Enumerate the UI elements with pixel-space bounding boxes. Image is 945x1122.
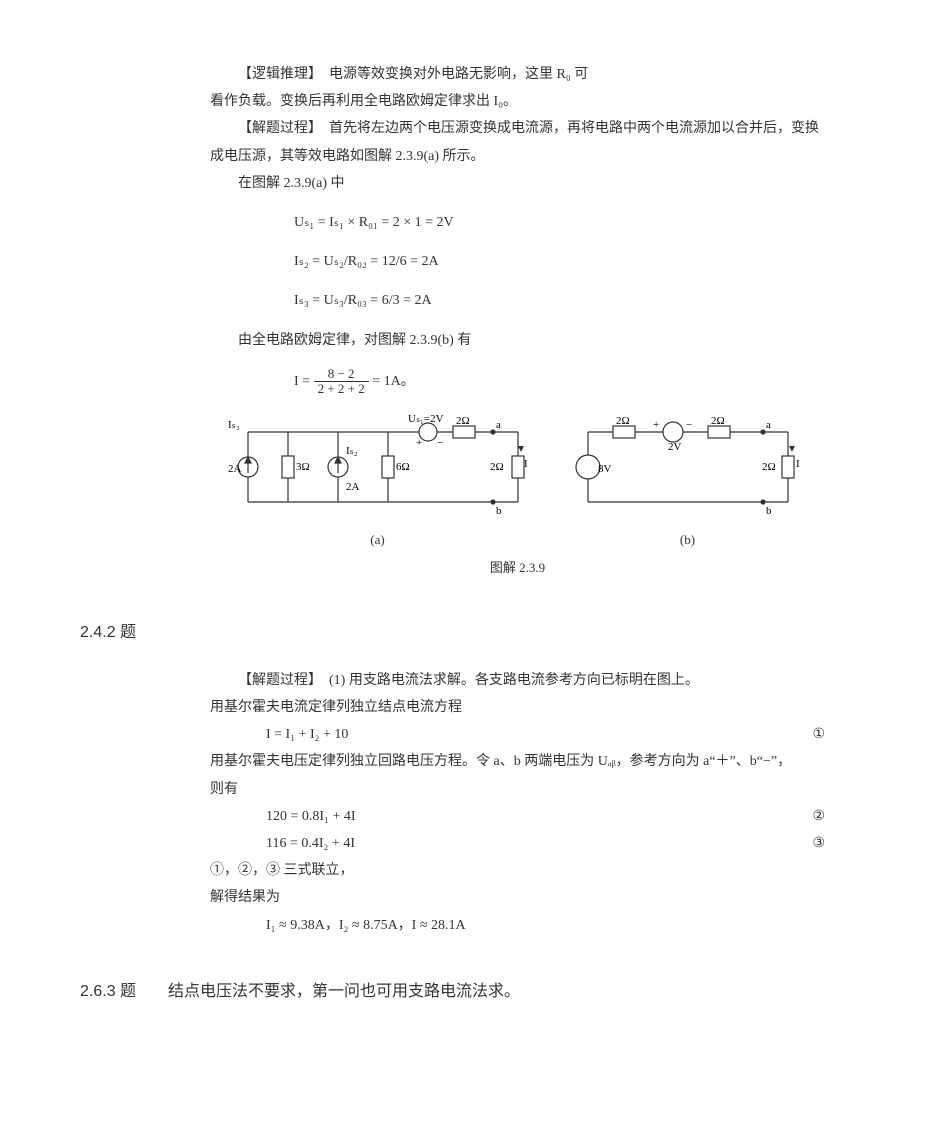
frac-numerator: 8 − 2 (314, 367, 369, 382)
circuit-b-svg: 8V 2Ω + − 2V 2Ω 2Ω a b I (568, 412, 808, 522)
circuit-row: Iₛ₃ 2A 3Ω Iₛ₂ 2A 6Ω Uₛ₁=2V + − 2Ω 2Ω a b… (210, 412, 825, 551)
p2-circ1: ① (812, 722, 825, 747)
label-plus-a: + (416, 437, 422, 449)
label-us1: Uₛ₁=2V (408, 413, 444, 425)
p2-line4: 则有 (210, 777, 825, 802)
ohm-law-line: 由全电路欧姆定律，对图解 2.3.9(b) 有 (210, 328, 825, 353)
intro-line: 在图解 2.3.9(a) 中 (210, 171, 825, 196)
p2-eq3: 116 = 0.4I₂ + 4I (266, 831, 355, 856)
circuit-a-box: Iₛ₃ 2A 3Ω Iₛ₂ 2A 6Ω Uₛ₁=2V + − 2Ω 2Ω a b… (228, 412, 528, 551)
label-is2: Iₛ₂ (346, 445, 358, 457)
label-node-a-b: a (766, 419, 771, 431)
solution-block-2: 【解题过程】 (1) 用支路电流法求解。各支路电流参考方向已标明在图上。 用基尔… (210, 668, 825, 938)
label-i-a: I (524, 458, 528, 470)
equation-us1: Uₛ₁ = Iₛ₁ × R₀₁ = 2 × 1 = 2V (294, 210, 825, 235)
p2-line5: ①，②，③ 三式联立， (210, 858, 825, 883)
frac-denominator: 2 + 2 + 2 (314, 382, 369, 396)
section-242-heading: 2.4.2 题 (80, 619, 865, 648)
equation-fraction: I = 8 − 2 2 + 2 + 2 = 1A。 (294, 367, 825, 397)
solution-block-1: 【逻辑推理】 电源等效变换对外电路无影响，这里 R₀ 可 看作负载。变换后再利用… (210, 62, 825, 579)
label-2ohm-b1: 2Ω (616, 415, 630, 427)
label-i-b: I (796, 458, 800, 470)
label-node-b: b (496, 505, 502, 517)
label-node-a: a (496, 419, 501, 431)
label-is3: Iₛ₃ (228, 419, 240, 431)
logic-reasoning-line2: 看作负载。变换后再利用全电路欧姆定律求出 I₀。 (210, 89, 825, 114)
label-2a-mid: 2A (346, 481, 360, 493)
label-2ohm-top: 2Ω (456, 415, 470, 427)
p2-eq2-row: 120 = 0.8I₁ + 4I ② (210, 804, 825, 829)
label-2ohm-right: 2Ω (490, 461, 504, 473)
label-6ohm: 6Ω (396, 461, 410, 473)
p2-result: I₁ ≈ 9.38A，I₂ ≈ 8.75A，I ≈ 28.1A (266, 913, 825, 938)
caption-b: (b) (680, 528, 695, 551)
circuit-a-svg: Iₛ₃ 2A 3Ω Iₛ₂ 2A 6Ω Uₛ₁=2V + − 2Ω 2Ω a b… (228, 412, 528, 522)
label-2ohm-b3: 2Ω (762, 461, 776, 473)
label-minus-b: − (686, 419, 692, 431)
p2-line2: 用基尔霍夫电流定律列独立结点电流方程 (210, 695, 825, 720)
label-2a-left: 2A (228, 463, 242, 475)
frac-lhs: I = (294, 374, 314, 389)
label-node-b-b: b (766, 505, 772, 517)
equation-is3: Iₛ₃ = Uₛ₃/R₀₃ = 6/3 = 2A (294, 288, 825, 313)
label-8v: 8V (598, 463, 612, 475)
p2-eq1: I = I₁ + I₂ + 10 (266, 722, 348, 747)
p2-circ2: ② (812, 804, 825, 829)
label-2v: 2V (668, 441, 682, 453)
label-3ohm: 3Ω (296, 461, 310, 473)
p2-line3: 用基尔霍夫电压定律列独立回路电压方程。令 a、b 两端电压为 Uₐᵦ，参考方向为… (210, 749, 825, 774)
p2-eq2: 120 = 0.8I₁ + 4I (266, 804, 356, 829)
label-minus-a: − (437, 437, 443, 449)
logic-reasoning-line1: 【逻辑推理】 电源等效变换对外电路无影响，这里 R₀ 可 (210, 62, 825, 87)
fraction: 8 − 2 2 + 2 + 2 (314, 367, 369, 397)
p2-circ3: ③ (812, 831, 825, 856)
figure-caption: 图解 2.3.9 (210, 556, 825, 579)
section-263-heading: 2.6.3 题 结点电压法不要求，第一问也可用支路电流法求。 (80, 978, 865, 1007)
equation-is2: Iₛ₂ = Uₛ₂/R₀₂ = 12/6 = 2A (294, 249, 825, 274)
label-plus-b: + (653, 419, 659, 431)
frac-rhs: = 1A。 (372, 374, 415, 389)
p2-line6: 解得结果为 (210, 885, 825, 910)
caption-a: (a) (370, 528, 384, 551)
label-2ohm-b2: 2Ω (711, 415, 725, 427)
p2-eq1-row: I = I₁ + I₂ + 10 ① (210, 722, 825, 747)
solution-process-line1: 【解题过程】 首先将左边两个电压源变换成电流源，再将电路中两个电流源加以合并后，… (210, 116, 825, 141)
p2-line1: 【解题过程】 (1) 用支路电流法求解。各支路电流参考方向已标明在图上。 (210, 668, 825, 693)
circuit-b-box: 8V 2Ω + − 2V 2Ω 2Ω a b I (b) (568, 412, 808, 551)
p2-eq3-row: 116 = 0.4I₂ + 4I ③ (210, 831, 825, 856)
solution-process-line2: 成电压源，其等效电路如图解 2.3.9(a) 所示。 (210, 144, 825, 169)
